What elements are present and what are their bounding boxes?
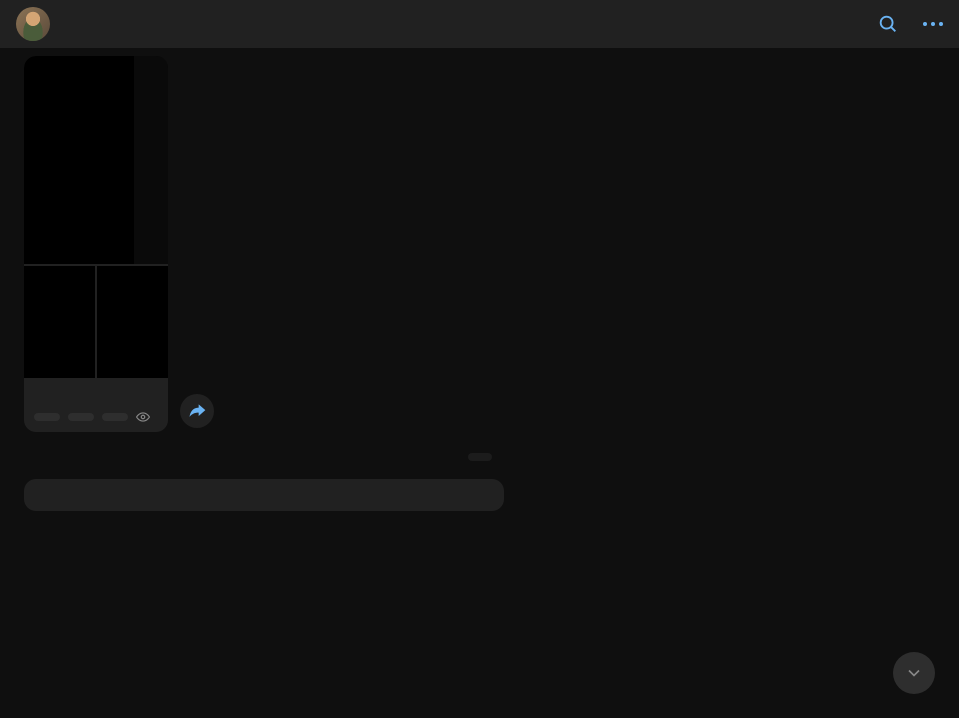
scroll-down-button[interactable]	[893, 652, 935, 694]
message-text	[24, 378, 168, 406]
chat-header	[0, 0, 959, 48]
message-footer	[24, 406, 168, 432]
search-icon[interactable]	[877, 13, 899, 35]
views-icon	[136, 410, 150, 424]
reaction-button[interactable]	[102, 413, 128, 421]
chart-image-atom[interactable]	[24, 266, 95, 378]
message-bubble[interactable]	[24, 479, 504, 511]
message-meta	[136, 410, 158, 424]
date-label	[468, 453, 492, 461]
date-divider	[24, 446, 935, 465]
chevron-down-icon	[904, 663, 924, 683]
header-left[interactable]	[16, 7, 62, 41]
channel-avatar[interactable]	[16, 7, 50, 41]
message-bubble[interactable]	[24, 56, 168, 432]
forward-button[interactable]	[180, 394, 214, 428]
price-axis	[134, 56, 168, 264]
chat-scroll-area[interactable]	[0, 48, 959, 519]
chart-row-bottom	[24, 266, 168, 378]
message-row	[24, 56, 935, 432]
reaction-button[interactable]	[34, 413, 60, 421]
more-icon[interactable]	[923, 22, 943, 26]
reaction-button[interactable]	[68, 413, 94, 421]
forward-icon	[187, 401, 207, 421]
header-actions	[877, 13, 943, 35]
chart-image-rune[interactable]	[97, 266, 168, 378]
chart-image-luna[interactable]	[24, 56, 168, 264]
